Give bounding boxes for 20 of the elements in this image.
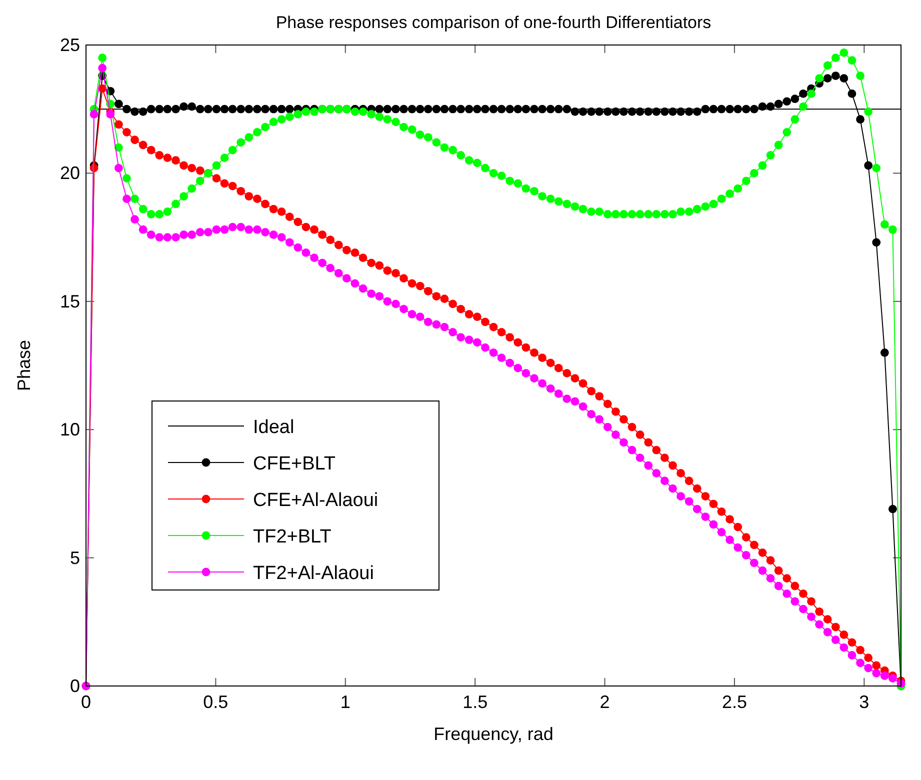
- legend-label: CFE+BLT: [253, 454, 336, 474]
- y-tick-label: 5: [70, 548, 80, 568]
- legend-label: Ideal: [253, 417, 294, 438]
- y-axis-title: Phase: [14, 340, 34, 392]
- x-tick-label: 3: [859, 692, 870, 712]
- legend-label: TF2+Al-Alaoui: [253, 563, 374, 584]
- legend-label: CFE+Al-Alaoui: [253, 490, 378, 511]
- y-tick-label: 10: [60, 420, 80, 440]
- y-tick-label: 20: [60, 163, 80, 184]
- x-tick-label: 2: [600, 692, 610, 712]
- y-tick-label: 25: [60, 35, 80, 55]
- legend-label: TF2+BLT: [253, 526, 332, 548]
- y-tick-label: 0: [70, 676, 80, 696]
- x-tick-label: 1: [340, 692, 350, 712]
- x-tick-label: 2.5: [722, 692, 747, 712]
- y-tick-label: 15: [60, 291, 80, 312]
- chart-title: Phase responses comparison of one-fourth Differentiators: [276, 13, 712, 32]
- x-tick-label: 0.5: [203, 692, 228, 712]
- x-tick-label: 1.5: [462, 692, 488, 712]
- x-axis-title: Frequency, rad: [434, 724, 554, 744]
